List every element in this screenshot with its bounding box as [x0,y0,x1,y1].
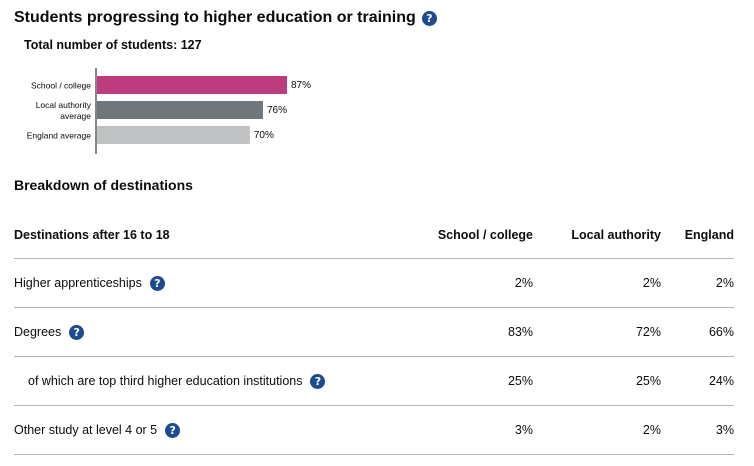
header-destinations: Destinations after 16 to 18 [14,228,170,242]
school-college-value: 25% [507,374,533,388]
table-header-row: Destinations after 16 to 18 School / col… [14,212,734,259]
chart-category-label: Local authority [36,100,92,110]
chart-bar [97,101,263,119]
chart-value-label: 87% [291,80,311,91]
england-value: 3% [715,423,734,437]
table-row: Higher apprenticeships ? 2% 2% 2% [14,259,734,308]
england-value: 2% [715,276,734,290]
header-local-authority: Local authority [571,228,661,242]
section-title-text: Students progressing to higher education… [14,9,416,26]
help-icon[interactable]: ? [310,373,326,389]
local-authority-value: 25% [635,374,661,388]
help-icon[interactable]: ? [165,422,181,438]
chart-category-label: England average [27,131,92,141]
local-authority-value: 72% [635,325,661,339]
header-england: England [684,228,734,242]
help-icon[interactable]: ? [149,275,165,291]
table-row: of which are top third higher education … [14,357,734,406]
row-label: of which are top third higher education … [28,374,303,388]
chart-value-label: 76% [267,105,287,116]
row-label-cell: of which are top third higher education … [14,373,413,389]
chart-bar [97,126,250,144]
row-label: Degrees [14,325,62,339]
local-authority-value: 2% [642,276,661,290]
table-row: Degrees ? 83% 72% 66% [14,308,734,357]
row-label: Other study at level 4 or 5 [14,423,158,437]
header-school-college: School / college [437,228,533,242]
local-authority-value: 2% [642,423,661,437]
chart-category-label: average [60,111,91,121]
chart-bar [97,76,287,94]
school-college-value: 3% [514,423,533,437]
breakdown-title: Breakdown of destinations [14,177,193,193]
school-college-value: 2% [514,276,533,290]
chart-value-label: 70% [254,130,274,141]
progression-bar-chart: 87% School / college 76% Local authorityave… [27,68,311,154]
help-icon[interactable]: ? [69,324,85,340]
england-value: 24% [708,374,734,388]
destinations-table: Destinations after 16 to 18 School / col… [14,212,734,455]
england-value: 66% [708,325,734,339]
total-students: Total number of students: 127 [24,38,202,52]
section-title: Students progressing to higher education… [14,9,437,27]
row-label-cell: Other study at level 4 or 5 ? [14,422,413,438]
table-row: Other study at level 4 or 5 ? 3% 2% 3% [14,406,734,455]
row-label: Higher apprenticeships [14,276,142,290]
row-label-cell: Degrees ? [14,324,413,340]
chart-category-label: School / college [31,81,91,91]
school-college-value: 83% [507,325,533,339]
help-icon[interactable]: ? [421,10,437,26]
row-label-cell: Higher apprenticeships ? [14,275,413,291]
